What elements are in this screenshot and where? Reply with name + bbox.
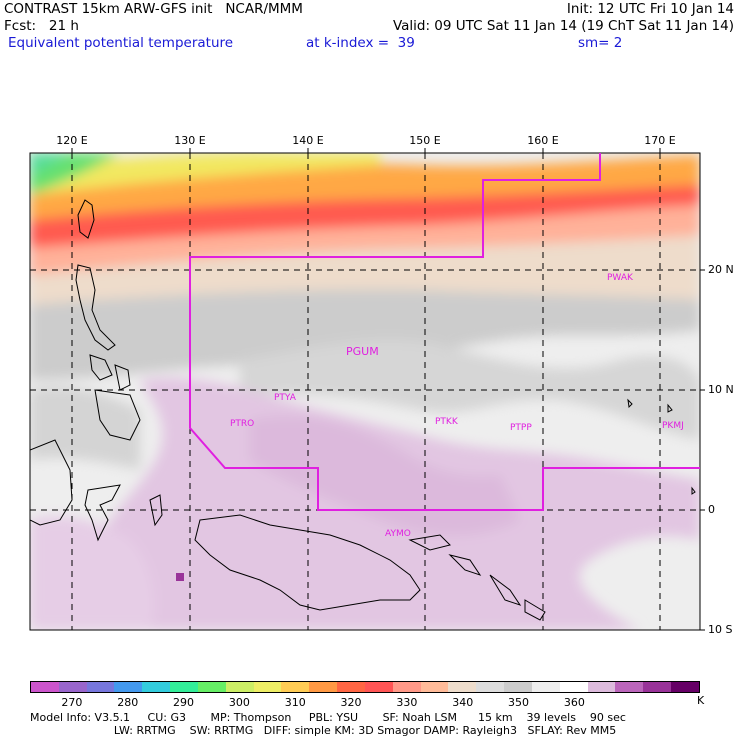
colorbar-swatch [281, 682, 310, 692]
colorbar-swatch [531, 682, 560, 692]
station-label: PTYA [274, 393, 296, 403]
temperature-field [30, 153, 700, 630]
colorbar-tick-label: 270 [61, 696, 83, 709]
colorbar-tick-label: 320 [340, 696, 362, 709]
lat-label: 20 N [708, 263, 734, 276]
level-index: at k-index = 39 [306, 35, 415, 51]
map-frame [29, 152, 701, 631]
colorbar-swatch [587, 682, 616, 692]
axis-ticks [71, 148, 705, 631]
colorbar-tick-label: 350 [508, 696, 530, 709]
colorbar-tick-label: 280 [117, 696, 139, 709]
colorbar-swatch [559, 682, 588, 692]
colorbar-swatch [476, 682, 505, 692]
field-name: Equivalent potential temperature [8, 35, 234, 51]
colorbar-swatch [58, 682, 87, 692]
colorbar-swatch [114, 682, 143, 692]
colorbar-labels: 270 280 290 300 310 320 330 340 350 360 [0, 696, 740, 710]
colorbar-swatch [225, 682, 254, 692]
station-label: PTKK [435, 417, 458, 427]
colorbar-tick-label: 290 [173, 696, 195, 709]
fir-boundary [189, 153, 700, 511]
colorbar-swatch [364, 682, 393, 692]
colorbar [30, 681, 700, 693]
colorbar-tick-label: 360 [563, 696, 585, 709]
lon-label: 130 E [174, 134, 206, 147]
header-title: CONTRAST 15km ARW-GFS init NCAR/MMM [4, 1, 303, 17]
colorbar-swatch [170, 682, 198, 692]
lat-label: 0 [708, 503, 715, 516]
station-label: AYMO [385, 529, 411, 539]
station-label: PKMJ [662, 421, 684, 431]
colorbar-unit: K [697, 694, 705, 707]
coastlines [30, 199, 696, 621]
station-label: PTRO [230, 419, 255, 429]
lon-label: 140 E [292, 134, 324, 147]
colorbar-swatch [86, 682, 115, 692]
colorbar-swatch [448, 682, 477, 692]
colorbar-swatch [31, 682, 59, 692]
colorbar-swatch [504, 682, 532, 692]
colorbar-swatch [253, 682, 282, 692]
colorbar-swatch [337, 682, 365, 692]
lon-label: 170 E [644, 134, 676, 147]
lon-label: 150 E [409, 134, 441, 147]
colorbar-swatch [643, 682, 672, 692]
colorbar-tick-label: 300 [228, 696, 250, 709]
station-label: PWAK [607, 273, 633, 283]
header-forecast-hour: Fcst: 21 h [4, 18, 79, 34]
colorbar-tick-label: 330 [396, 696, 418, 709]
colorbar-swatch [142, 682, 171, 692]
weather-map [29, 148, 705, 631]
colorbar-swatch [392, 682, 421, 692]
station-label: PTPP [510, 423, 532, 433]
station-label: PGUM [346, 345, 379, 358]
lon-label: 160 E [527, 134, 559, 147]
model-info-line1: Model Info: V3.5.1 CU: G3 MP: Thompson P… [30, 711, 626, 724]
colorbar-swatch [420, 682, 449, 692]
lat-label: 10 N [708, 383, 734, 396]
colorbar-swatch [615, 682, 644, 692]
model-info-line2: LW: RRTMG SW: RRTMG DIFF: simple KM: 3D … [30, 724, 617, 737]
colorbar-swatch [671, 682, 699, 692]
colorbar-tick-label: 310 [284, 696, 306, 709]
header-init-time: Init: 12 UTC Fri 10 Jan 14 [566, 1, 734, 17]
header-valid-time: Valid: 09 UTC Sat 11 Jan 14 (19 ChT Sat … [392, 18, 734, 34]
lat-label: 10 S [708, 623, 733, 636]
colorbar-swatch [309, 682, 338, 692]
colorbar-tick-label: 340 [452, 696, 474, 709]
smoothing-value: sm= 2 [578, 35, 623, 51]
lon-label: 120 E [56, 134, 88, 147]
colorbar-swatch [197, 682, 226, 692]
